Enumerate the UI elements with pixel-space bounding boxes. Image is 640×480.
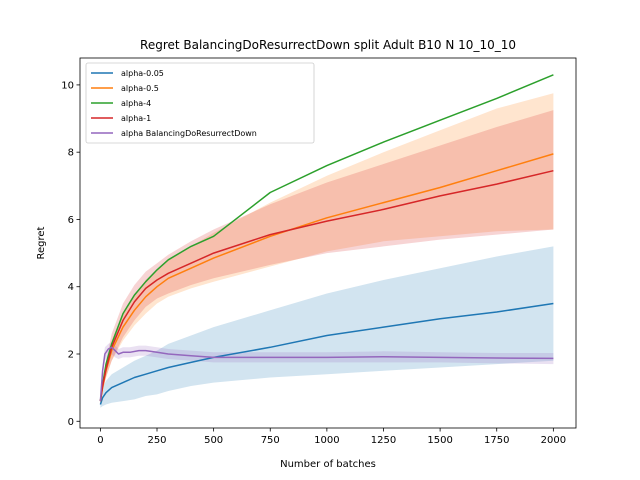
x-tick-label: 1250 <box>371 435 396 446</box>
series-lines <box>99 74 554 405</box>
alpha-4-line <box>99 74 554 402</box>
y-axis-label: Regret <box>36 226 47 259</box>
x-axis-ticks: 0 250 500 750 1000 1250 1500 1750 2000 <box>97 428 566 446</box>
legend-label: alpha-1 <box>121 114 151 123</box>
alpha-0-05-band <box>100 246 554 408</box>
x-tick-label: 1000 <box>314 435 339 446</box>
plot-frame <box>79 57 577 429</box>
y-tick-label: 4 <box>68 282 74 293</box>
x-tick-label: 1750 <box>484 435 509 446</box>
x-tick-label: 500 <box>204 435 223 446</box>
alpha-balancingdoresurrectdown-line <box>99 346 554 402</box>
alpha-0-05-line <box>99 302 554 405</box>
x-tick-label: 1500 <box>427 435 452 446</box>
alpha-1-line <box>99 169 554 402</box>
y-tick-label: 8 <box>68 148 74 159</box>
chart-title: Regret BalancingDoResurrectDown split Ad… <box>140 38 516 52</box>
legend: alpha-0.05 alpha-0.5 alpha-4 alpha-1 alpha B… <box>85 62 315 144</box>
legend-label: alpha BalancingDoResurrectDown <box>121 129 257 138</box>
y-tick-label: 2 <box>68 350 74 361</box>
alpha-0-5-band <box>100 93 554 405</box>
alpha-1-band <box>100 110 554 405</box>
y-axis-ticks: 0 2 4 6 8 10 <box>61 80 80 428</box>
y-tick-label: 0 <box>68 417 74 428</box>
x-tick-label: 250 <box>147 435 166 446</box>
legend-label: alpha-0.05 <box>121 69 164 78</box>
x-tick-label: 0 <box>97 435 103 446</box>
x-tick-label: 2000 <box>541 435 566 446</box>
x-axis-label: Number of batches <box>280 459 376 470</box>
x-tick-label: 750 <box>261 435 280 446</box>
legend-label: alpha-4 <box>121 99 151 108</box>
legend-box <box>85 62 315 144</box>
y-tick-label: 6 <box>68 215 74 226</box>
legend-label: alpha-0.5 <box>121 84 159 93</box>
y-tick-label: 10 <box>61 80 74 91</box>
